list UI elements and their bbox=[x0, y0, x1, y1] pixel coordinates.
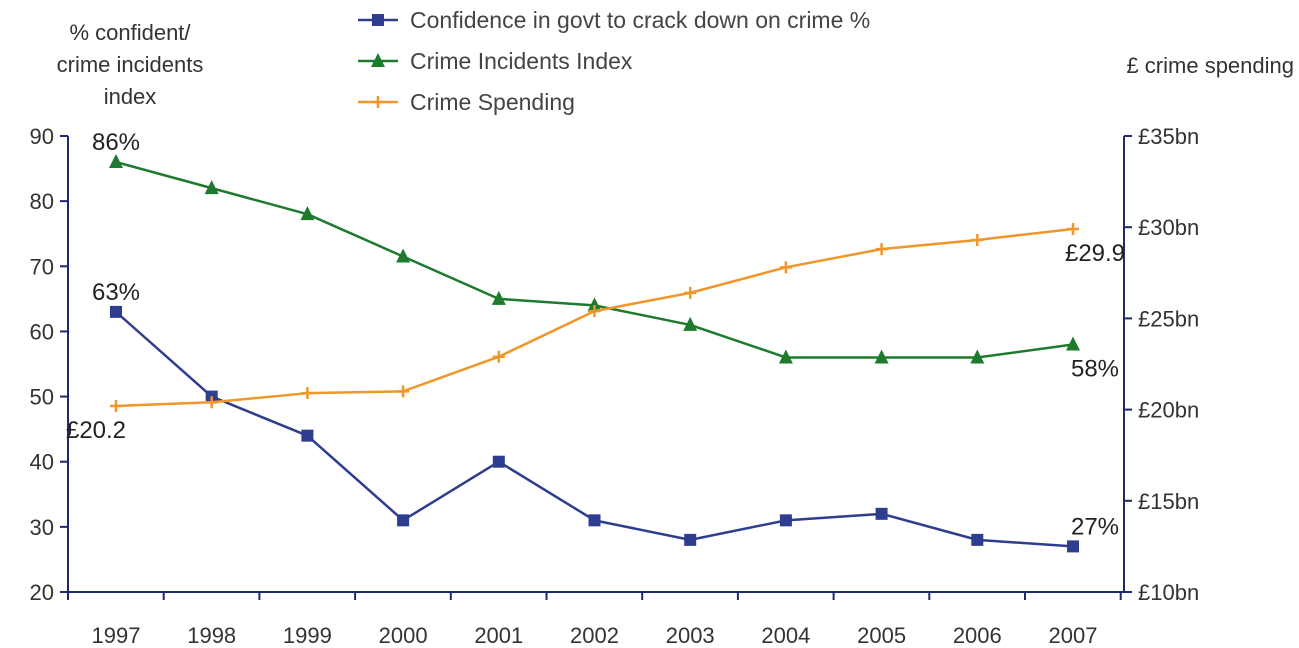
data-point bbox=[1066, 336, 1080, 351]
x-axis-tick-label: 2001 bbox=[474, 623, 523, 648]
data-point bbox=[683, 316, 698, 331]
left-axis-title: crime incidents bbox=[57, 52, 204, 77]
data-point bbox=[588, 305, 601, 318]
data-point bbox=[300, 206, 315, 221]
series-3 bbox=[110, 223, 1079, 412]
data-label: £29.9 bbox=[1065, 240, 1125, 267]
data-label: 58% bbox=[1071, 355, 1119, 382]
data-point bbox=[875, 507, 888, 520]
data-point bbox=[110, 399, 122, 412]
left-axis-tick-label: 20 bbox=[30, 580, 54, 605]
legend-item: Crime Incidents Index bbox=[358, 48, 633, 74]
data-point bbox=[971, 233, 984, 246]
legend-item: Crime Spending bbox=[358, 89, 575, 115]
legend-marker bbox=[372, 14, 384, 26]
data-label: 27% bbox=[1071, 513, 1119, 540]
x-axis-tick-label: 2000 bbox=[379, 623, 428, 648]
x-axis-tick-label: 1999 bbox=[283, 623, 332, 648]
data-point bbox=[301, 429, 314, 442]
data-point bbox=[587, 297, 602, 312]
annotations: 86% 63% £20.2 £29.9 58% 27% bbox=[66, 129, 1125, 540]
data-point bbox=[397, 385, 410, 398]
data-point bbox=[1067, 223, 1079, 236]
data-point bbox=[110, 305, 122, 318]
x-axis-tick-label: 1998 bbox=[187, 623, 236, 648]
data-point bbox=[492, 350, 505, 363]
left-axis-tick-label: 30 bbox=[30, 515, 54, 540]
data-point bbox=[301, 387, 314, 400]
data-point bbox=[205, 396, 218, 409]
data-label: 63% bbox=[92, 279, 140, 306]
series-2 bbox=[109, 154, 1080, 364]
x-axis-tick-label: 2002 bbox=[570, 623, 619, 648]
data-point bbox=[396, 248, 411, 263]
data-point bbox=[684, 286, 697, 299]
right-axis-title: £ crime spending bbox=[1126, 53, 1294, 78]
data-point bbox=[874, 349, 889, 364]
data-point bbox=[204, 180, 219, 195]
left-axis-tick-label: 80 bbox=[30, 189, 54, 214]
x-axis-tick-label: 2003 bbox=[666, 623, 715, 648]
x-axis-tick-label: 2006 bbox=[953, 623, 1002, 648]
left-axis-tick-label: 50 bbox=[30, 385, 54, 410]
legend-marker bbox=[372, 96, 384, 108]
data-point bbox=[109, 154, 123, 169]
right-axis-tick-label: £30bn bbox=[1138, 215, 1199, 240]
right-axis-tick-label: £20bn bbox=[1138, 398, 1199, 423]
data-point bbox=[1067, 540, 1079, 553]
series-1 bbox=[110, 305, 1079, 553]
x-axis-tick-label: 2005 bbox=[857, 623, 906, 648]
x-axis-tick-label: 2007 bbox=[1049, 623, 1098, 648]
left-axis-tick-label: 40 bbox=[30, 450, 54, 475]
right-axis-tick-label: £25bn bbox=[1138, 306, 1199, 331]
data-point bbox=[971, 533, 984, 546]
left-axis-tick-label: 90 bbox=[30, 124, 54, 149]
series-line bbox=[115, 160, 1074, 359]
legend-item: Confidence in govt to crack down on crim… bbox=[358, 7, 870, 33]
legend-label: Confidence in govt to crack down on crim… bbox=[410, 7, 870, 33]
left-axis-tick-label: 60 bbox=[30, 319, 54, 344]
legend-label: Crime Incidents Index bbox=[410, 48, 633, 74]
right-axis-tick-label: £10bn bbox=[1138, 580, 1199, 605]
left-axis-title: % confident/ bbox=[69, 20, 191, 45]
left-axis-tick-label: 70 bbox=[30, 254, 54, 279]
data-point bbox=[492, 455, 505, 468]
data-point bbox=[970, 349, 985, 364]
x-axis-tick-label: 2004 bbox=[761, 623, 810, 648]
data-point bbox=[875, 243, 888, 256]
axes: 20 30 40 50 60 70 80 90 % confident/crime incide… bbox=[30, 20, 1294, 648]
series-layer bbox=[109, 154, 1080, 553]
series-line bbox=[115, 227, 1074, 408]
left-axis-title: index bbox=[104, 84, 157, 109]
data-point bbox=[491, 290, 506, 305]
legend-label: Crime Spending bbox=[410, 89, 575, 115]
data-point bbox=[779, 514, 792, 527]
data-point bbox=[588, 514, 601, 527]
right-axis-tick-label: £35bn bbox=[1138, 124, 1199, 149]
data-label: £20.2 bbox=[66, 417, 126, 444]
x-axis-tick-label: 1997 bbox=[92, 623, 141, 648]
right-axis-tick-label: £15bn bbox=[1138, 489, 1199, 514]
series-line bbox=[115, 310, 1074, 548]
data-point bbox=[779, 261, 792, 274]
legend-marker bbox=[371, 53, 385, 67]
legend: Confidence in govt to crack down on crim… bbox=[358, 7, 870, 115]
data-label: 86% bbox=[92, 129, 140, 156]
data-point bbox=[778, 349, 793, 364]
data-point bbox=[684, 533, 697, 546]
data-point bbox=[397, 514, 410, 527]
